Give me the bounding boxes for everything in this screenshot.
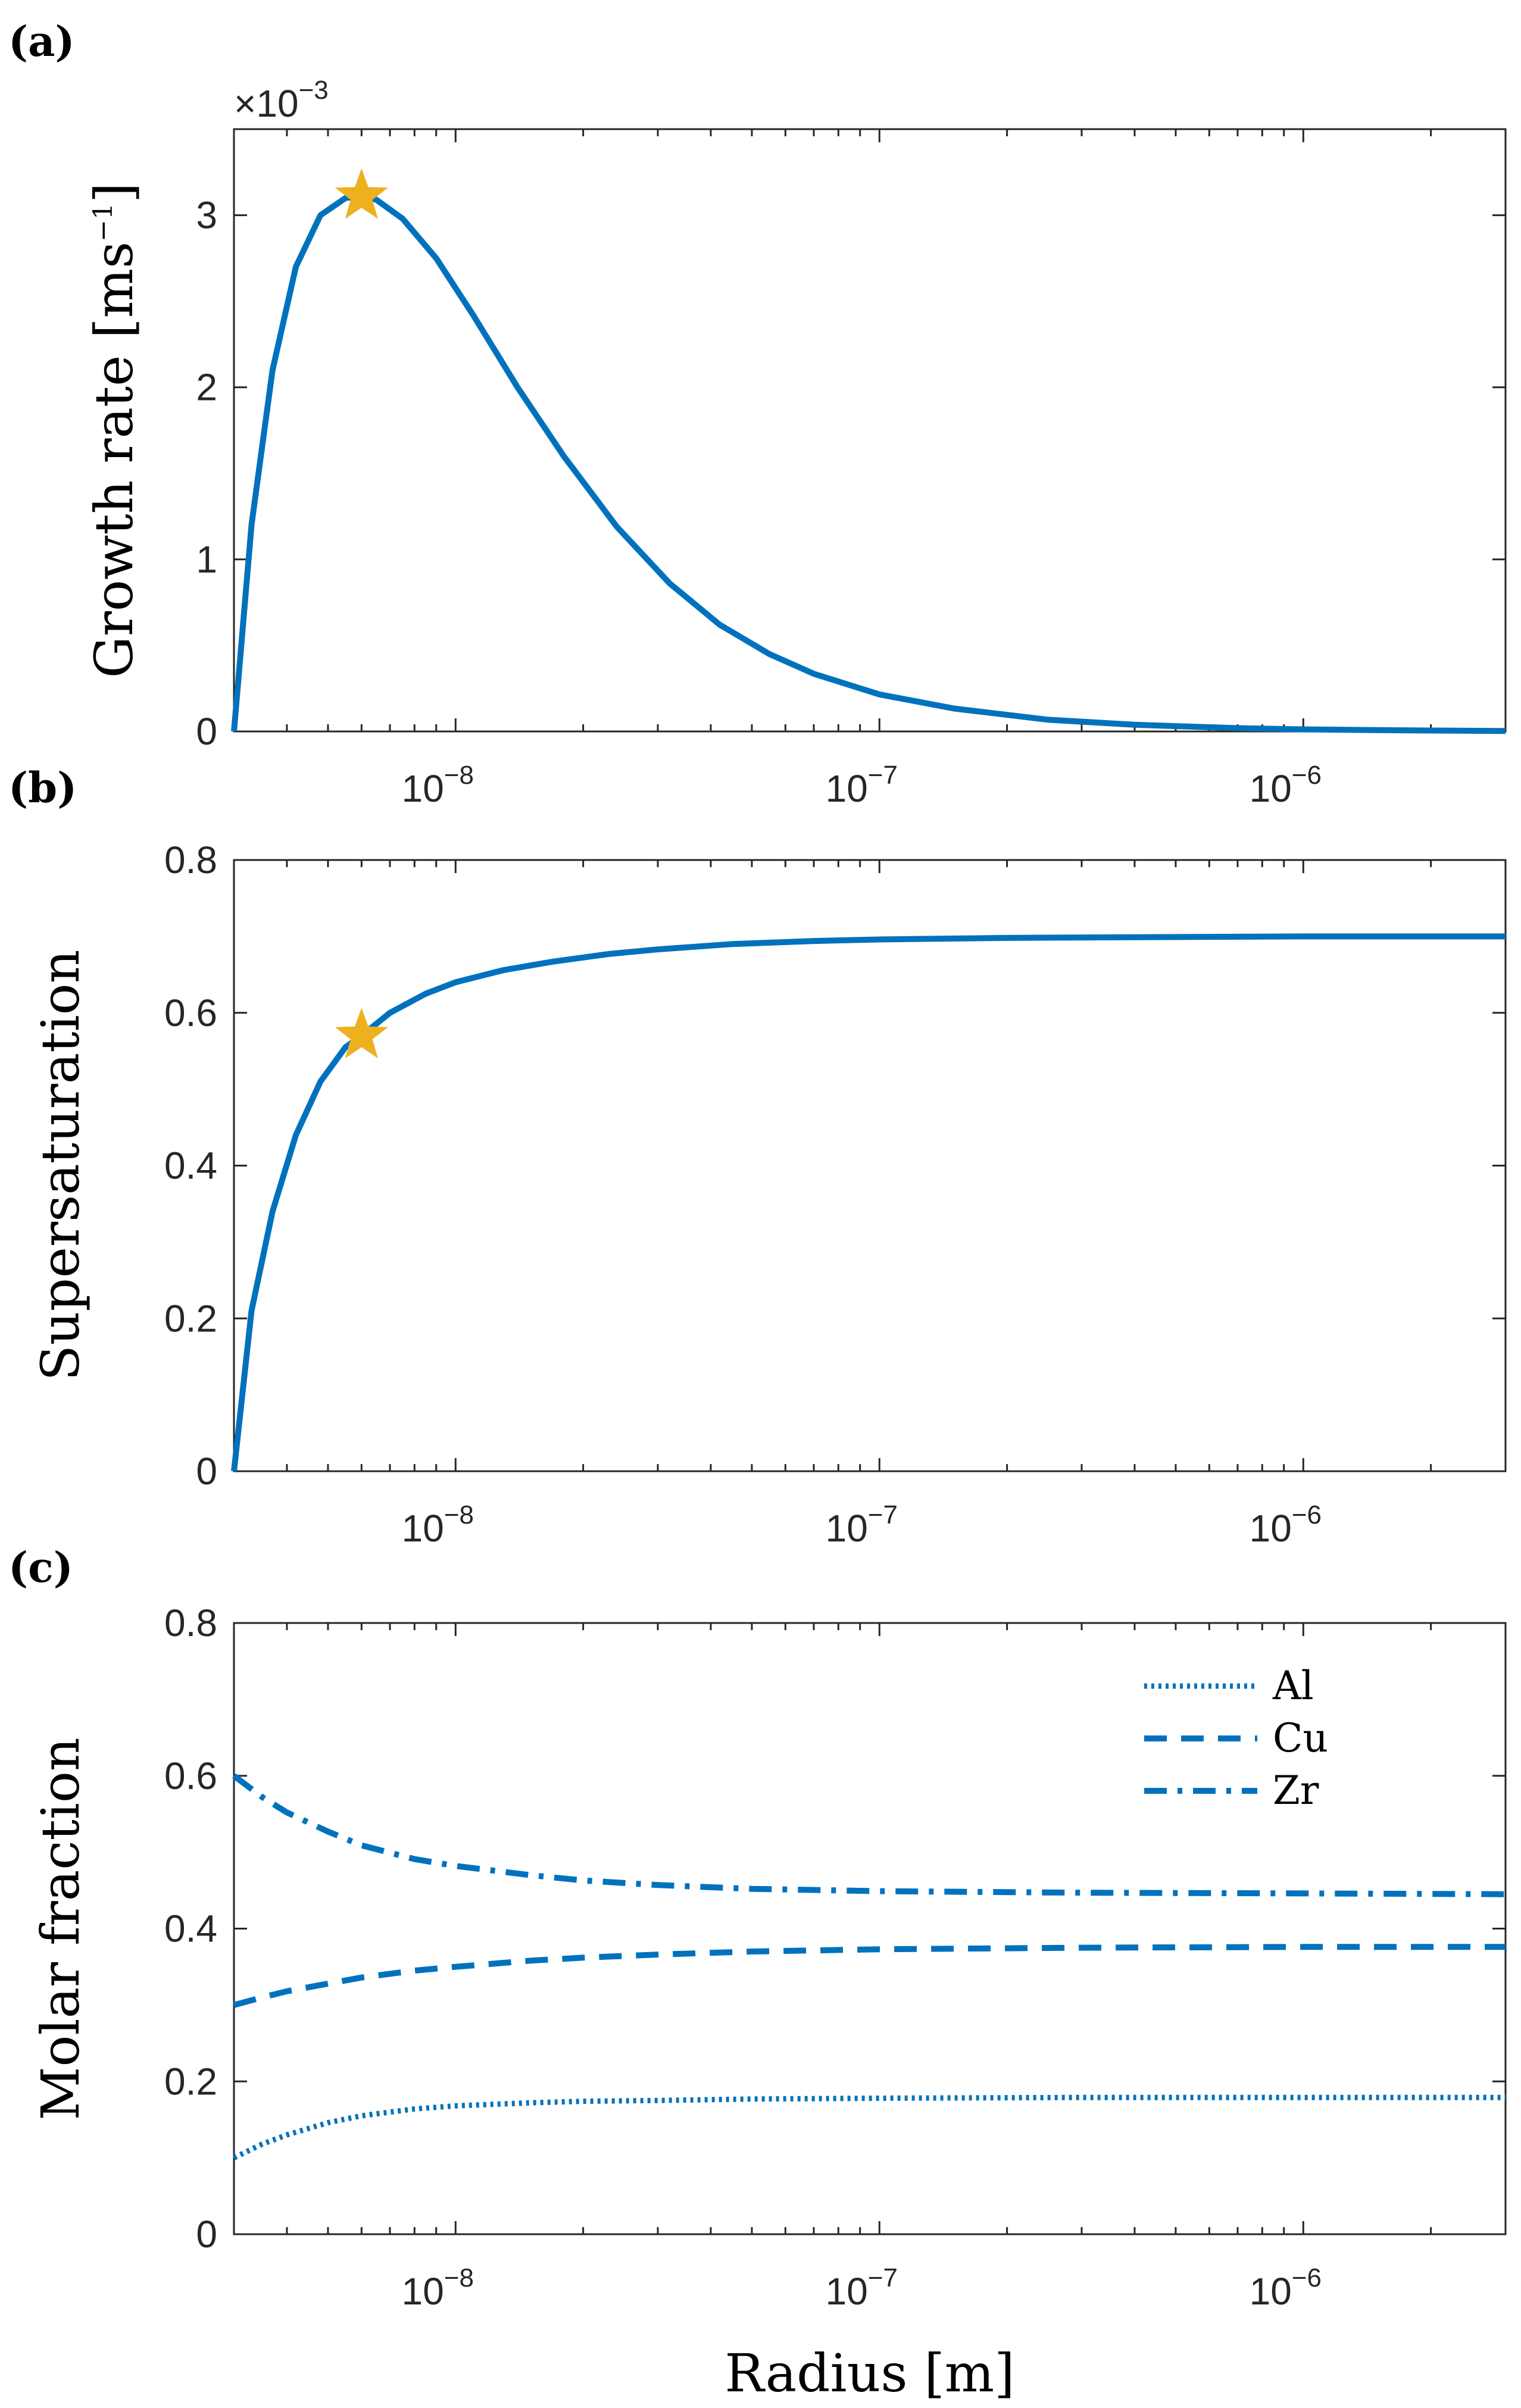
series-line-supersaturation	[231, 933, 1506, 1472]
legend-label-al: Al	[1272, 1663, 1314, 1709]
panel-c-ticks	[233, 1622, 1507, 2235]
x-tick-label: 10−6	[1250, 1500, 1322, 1550]
panel-b-y-tick-labels: 0 0.2 0.4 0.6 0.8	[164, 839, 217, 1493]
x-tick-label-exponent: −7	[868, 1500, 898, 1530]
x-tick-label-base: 10	[1250, 767, 1292, 810]
legend-label-zr: Zr	[1273, 1768, 1319, 1813]
series-line-al	[233, 2094, 1506, 2160]
legend-label-cu: Cu	[1273, 1715, 1328, 1761]
x-tick-label-exponent: −6	[1292, 1500, 1322, 1530]
series-line-cu	[233, 1944, 1506, 2008]
y-axis-title-end: ]	[83, 183, 145, 203]
x-tick-label-base: 10	[826, 767, 868, 810]
panel-a-y-multiplier: ×10−3	[234, 76, 329, 125]
panel-label-b: (b)	[8, 763, 77, 812]
x-tick-label-base: 10	[826, 2270, 868, 2313]
x-tick-label-base: 10	[402, 2270, 444, 2313]
panel-c-x-axis-title: Radius [m]	[724, 2343, 1014, 2404]
y-axis-title-sup: −1	[88, 203, 118, 242]
x-tick-label: 10−8	[402, 1500, 474, 1550]
y-tick-label: 0.6	[164, 1755, 217, 1797]
x-tick-label-exponent: −8	[444, 2263, 474, 2293]
y-tick-label: 0.8	[164, 1602, 217, 1644]
panel-label-a: (a)	[8, 17, 75, 66]
x-tick-label-exponent: −6	[1292, 2263, 1322, 2293]
y-tick-label: 0.4	[164, 1907, 217, 1950]
y-tick-label: 0.2	[164, 1297, 217, 1340]
star-marker-icon	[335, 1008, 389, 1059]
y-tick-label: 0.6	[164, 992, 217, 1034]
y-multiplier-exponent: −3	[299, 76, 329, 105]
panel-c-legend: Al Cu Zr	[1144, 1663, 1328, 1813]
panel-a-axes-box	[233, 128, 1507, 733]
series-line-zr	[232, 1773, 1506, 1897]
x-tick-label: 10−8	[402, 761, 474, 810]
panel-c-y-axis-title: Molar fraction	[30, 1737, 91, 2120]
x-tick-label-base: 10	[1250, 2270, 1292, 2313]
panel-a-y-axis-title: Growth rate [ms−1]	[83, 183, 145, 678]
y-tick-label: 0.4	[164, 1144, 217, 1187]
x-tick-label-exponent: −7	[868, 2263, 898, 2293]
x-tick-label: 10−7	[826, 2263, 898, 2313]
panel-a-growth-rate: ×10−3 Growth rate [ms−1] 10−8 10−7 10−6 01…	[83, 76, 1507, 810]
x-tick-label: 10−7	[826, 1500, 898, 1550]
panel-label-c: (c)	[8, 1543, 73, 1592]
y-axis-title-main: Growth rate [ms	[83, 242, 145, 678]
x-tick-label-base: 10	[402, 1507, 444, 1550]
y-tick-label: 0.2	[164, 2060, 217, 2103]
x-tick-label: 10−6	[1250, 761, 1322, 810]
x-tick-label-base: 10	[826, 1507, 868, 1550]
y-tick-label: 2	[196, 366, 217, 409]
x-tick-label: 10−6	[1250, 2263, 1322, 2313]
panel-a-x-tick-labels: 10−8 10−7 10−6	[402, 761, 1322, 810]
panel-b-plot-area	[231, 933, 1506, 1472]
y-tick-label: 0	[196, 2213, 217, 2256]
panel-c-y-tick-labels: 0 0.2 0.4 0.6 0.8	[164, 1602, 217, 2256]
x-tick-label-exponent: −8	[444, 761, 474, 790]
x-tick-label-base: 10	[402, 767, 444, 810]
x-tick-label-exponent: −7	[868, 761, 898, 790]
y-tick-label: 1	[196, 538, 217, 581]
panel-c-x-tick-labels: 10−8 10−7 10−6	[402, 2263, 1322, 2313]
panel-b-ticks	[233, 859, 1507, 1472]
y-tick-label: 0	[196, 710, 217, 753]
y-tick-label: 3	[196, 194, 217, 237]
panel-b-x-tick-labels: 10−8 10−7 10−6	[402, 1500, 1322, 1550]
y-tick-label: 0.8	[164, 839, 217, 881]
panel-a-y-tick-labels: 0 1 2 3	[196, 194, 217, 753]
star-marker-icon	[335, 168, 389, 219]
y-multiplier-base: ×10	[234, 82, 299, 125]
series-line-growth-rate	[231, 193, 1506, 734]
x-tick-label: 10−8	[402, 2263, 474, 2313]
x-tick-label-exponent: −8	[444, 1500, 474, 1530]
panel-a-ticks	[233, 129, 1507, 733]
panel-c-plot-area	[232, 1773, 1506, 2160]
x-tick-label-base: 10	[1250, 1507, 1292, 1550]
panel-b-y-axis-title: Supersaturation	[30, 950, 91, 1381]
panel-c-molar-fraction: Molar fraction Radius [m] 10−8 10−7 10−6 0…	[30, 1602, 1507, 2404]
panel-b-supersaturation: Supersaturation 10−8 10−7 10−6 00.20.40.60…	[30, 839, 1507, 1550]
x-tick-label-exponent: −6	[1292, 761, 1322, 790]
x-tick-label: 10−7	[826, 761, 898, 810]
y-tick-label: 0	[196, 1450, 217, 1493]
panel-a-plot-area	[231, 168, 1506, 734]
